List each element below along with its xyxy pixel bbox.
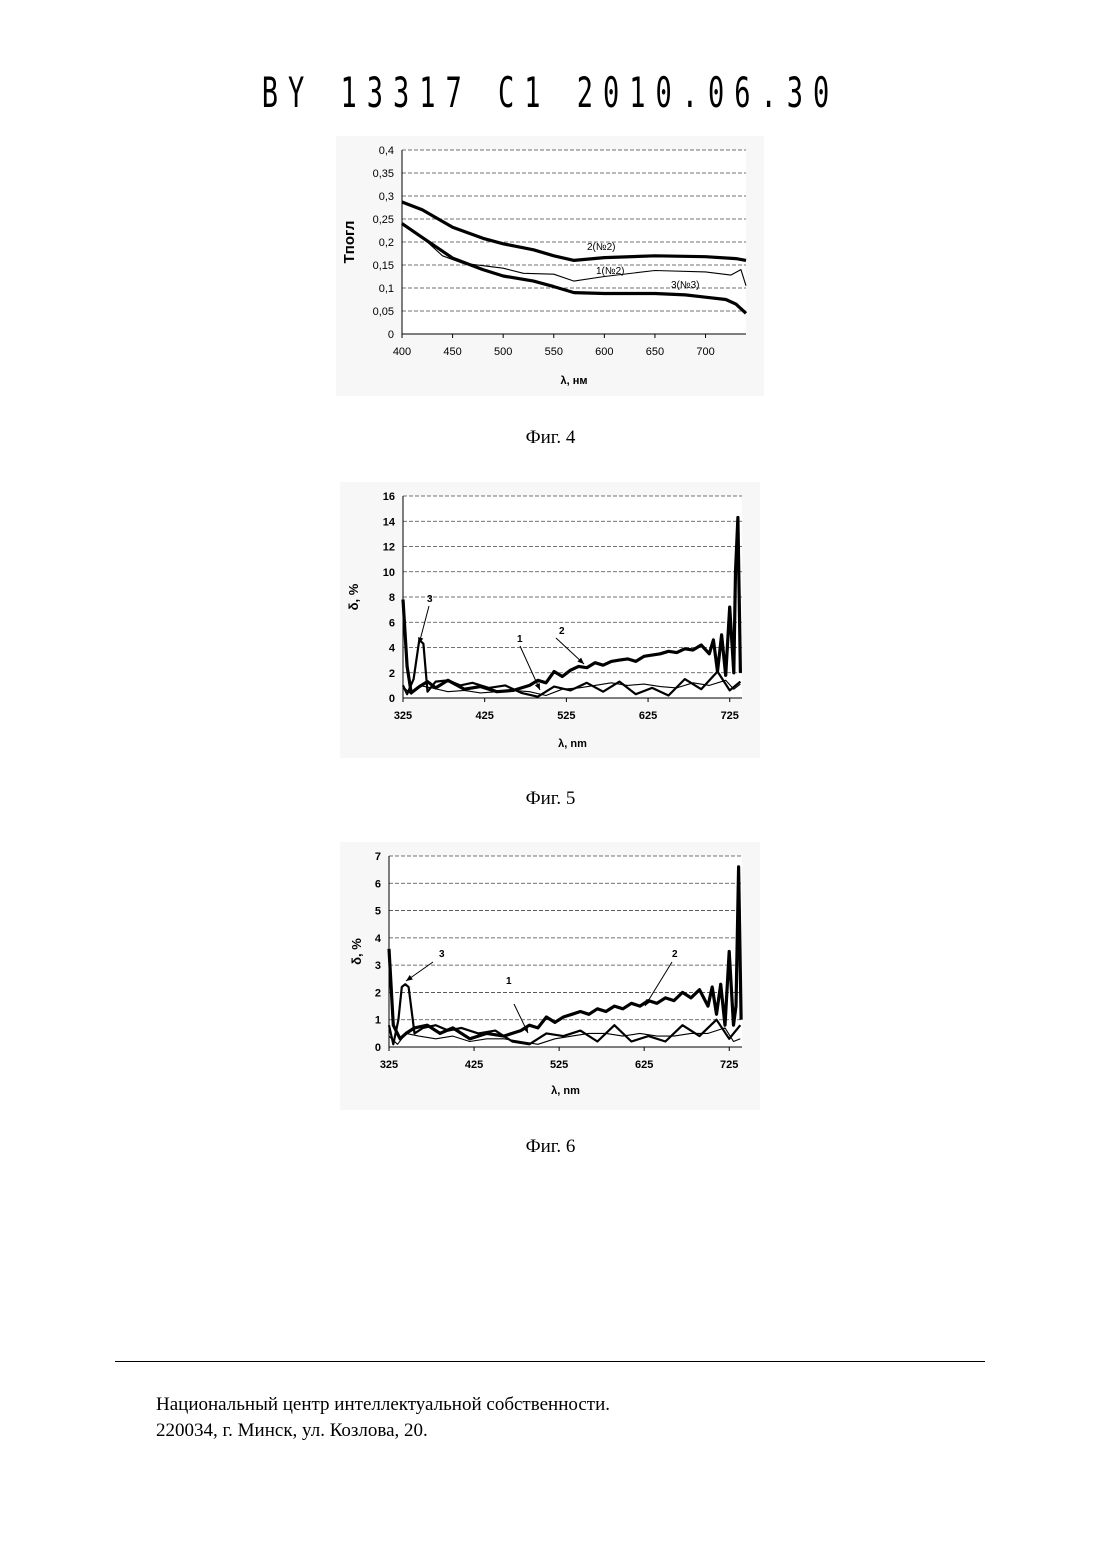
y-axis-label: Tпогл <box>341 221 358 264</box>
x-tick-label: 450 <box>443 346 461 358</box>
x-tick-label: 500 <box>494 346 512 358</box>
figure-4-chart: 0 0,05 0,1 0,15 0,2 0,25 0,3 0,35 0,4 400 450 500 55… <box>0 130 1101 402</box>
y-tick-label: 0,4 <box>379 145 394 157</box>
y-tick-label: 1 <box>375 1015 381 1027</box>
x-tick-label: 325 <box>394 710 412 722</box>
y-tick-label: 0 <box>375 1042 381 1054</box>
footer-divider <box>115 1361 985 1362</box>
x-axis-label: λ, нм <box>560 375 587 387</box>
series-label: 1(№2) <box>596 266 625 277</box>
series-label: 2 <box>559 626 565 637</box>
y-tick-label: 6 <box>375 878 381 890</box>
y-tick-label: 7 <box>375 851 381 863</box>
y-tick-label: 0 <box>389 693 395 705</box>
x-tick-label: 650 <box>646 346 664 358</box>
chart-svg: 0 0,05 0,1 0,15 0,2 0,25 0,3 0,35 0,4 400 450 500 55… <box>0 130 1101 402</box>
x-axis-label: λ, nm <box>558 738 587 750</box>
y-tick-label: 6 <box>389 617 395 629</box>
document-code: BY 13317 C1 2010.06.30 <box>0 70 1101 118</box>
figure-6-caption: Фиг. 6 <box>0 1136 1101 1158</box>
x-axis-label: λ, nm <box>551 1085 580 1097</box>
footer-organization: Национальный центр интеллектуальной собс… <box>156 1392 610 1418</box>
y-tick-label: 0,3 <box>379 191 394 203</box>
x-tick-label: 625 <box>639 710 657 722</box>
figure-5-caption: Фиг. 5 <box>0 788 1101 810</box>
y-tick-label: 0,2 <box>379 237 394 249</box>
x-tick-label: 525 <box>550 1059 568 1071</box>
x-tick-label: 550 <box>545 346 563 358</box>
footer: Национальный центр интеллектуальной собс… <box>156 1392 610 1444</box>
y-tick-label: 0,1 <box>379 283 394 295</box>
figure-6-chart: 0 1 2 3 4 5 6 7 325 425 525 625 725 λ, nm δ, % 2 1 3 <box>0 838 1101 1118</box>
x-tick-label: 625 <box>635 1059 653 1071</box>
x-tick-label: 400 <box>393 346 411 358</box>
y-tick-label: 10 <box>383 567 395 579</box>
x-tick-label: 700 <box>696 346 714 358</box>
y-tick-label: 0 <box>388 329 394 341</box>
series-label: 2 <box>672 949 678 960</box>
series-label: 3 <box>427 594 433 605</box>
x-tick-label: 600 <box>595 346 613 358</box>
y-tick-label: 5 <box>375 906 381 918</box>
y-tick-label: 0,15 <box>373 260 394 272</box>
y-tick-label: 8 <box>389 592 395 604</box>
chart-svg: 0 1 2 3 4 5 6 7 325 425 525 625 725 λ, nm δ, % 2 1 3 <box>0 838 1101 1118</box>
footer-address: 220034, г. Минск, ул. Козлова, 20. <box>156 1418 610 1444</box>
x-tick-label: 725 <box>720 1059 738 1071</box>
y-tick-label: 4 <box>375 933 382 945</box>
y-tick-label: 4 <box>389 643 396 655</box>
y-tick-label: 3 <box>375 960 381 972</box>
x-tick-label: 425 <box>476 710 494 722</box>
y-tick-label: 16 <box>383 491 395 503</box>
series-label: 3 <box>439 949 445 960</box>
y-tick-label: 2 <box>389 668 395 680</box>
y-tick-label: 0,35 <box>373 168 394 180</box>
x-tick-label: 525 <box>557 710 575 722</box>
y-tick-label: 0,25 <box>373 214 394 226</box>
y-tick-label: 14 <box>383 516 396 528</box>
chart-svg: 0 2 4 6 8 10 12 14 16 325 425 525 625 725 λ, nm δ, % 2 1 3 <box>0 478 1101 768</box>
series-label: 2(№2) <box>587 242 616 253</box>
x-tick-label: 325 <box>380 1059 398 1071</box>
y-axis-label: δ, % <box>349 938 364 965</box>
y-tick-label: 0,05 <box>373 306 394 318</box>
y-axis-label: δ, % <box>346 583 361 610</box>
series-label: 1 <box>517 634 523 645</box>
series-label: 3(№3) <box>671 280 700 291</box>
series-label: 1 <box>506 976 512 987</box>
figure-5-chart: 0 2 4 6 8 10 12 14 16 325 425 525 625 725 λ, nm δ, % 2 1 3 <box>0 478 1101 768</box>
x-tick-label: 725 <box>721 710 739 722</box>
figure-4-caption: Фиг. 4 <box>0 427 1101 449</box>
x-tick-label: 425 <box>465 1059 483 1071</box>
y-tick-label: 2 <box>375 987 381 999</box>
y-tick-label: 12 <box>383 542 395 554</box>
